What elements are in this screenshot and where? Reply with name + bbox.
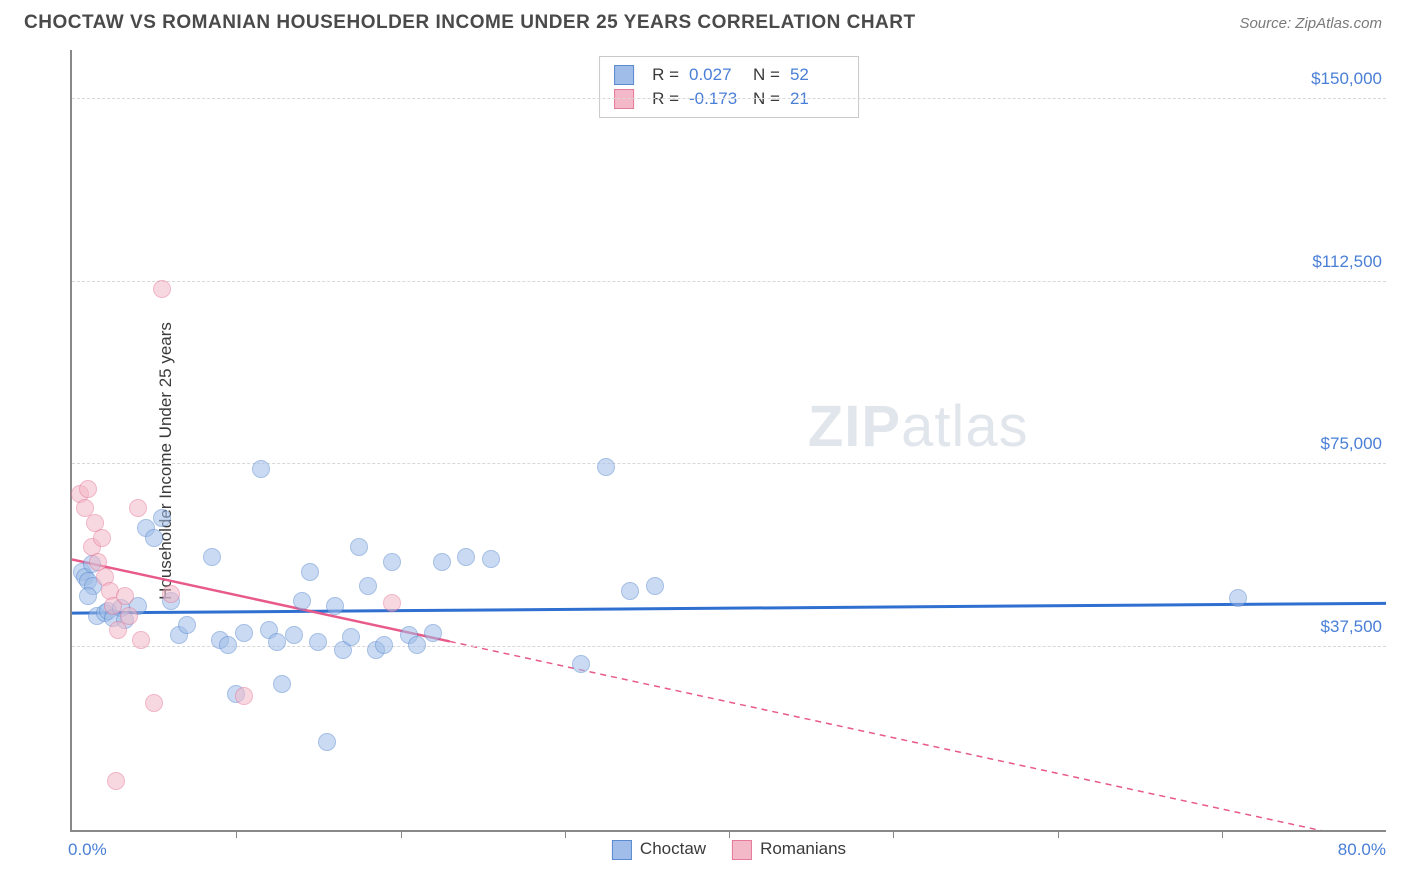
plot-area: ZIPatlas R = 0.027 N = 52 R = -0.173 N =… [70,50,1386,832]
legend-swatch-choctaw [612,840,632,860]
y-tick-label: $75,000 [1321,434,1382,454]
x-tick [893,830,894,838]
data-point [178,616,196,634]
data-point [107,772,125,790]
gridline [72,98,1386,99]
data-point [203,548,221,566]
data-point [252,460,270,478]
data-point [273,675,291,693]
data-point [383,594,401,612]
x-axis-start-label: 0.0% [68,840,107,860]
chart-title: CHOCTAW VS ROMANIAN HOUSEHOLDER INCOME U… [24,12,916,34]
data-point [597,458,615,476]
data-point [433,553,451,571]
data-point [120,607,138,625]
x-tick [401,830,402,838]
data-point [318,733,336,751]
data-point [457,548,475,566]
data-point [383,553,401,571]
source-attribution: Source: ZipAtlas.com [1239,15,1382,32]
swatch-choctaw [614,65,634,85]
data-point [482,550,500,568]
data-point [375,636,393,654]
gridline [72,463,1386,464]
watermark-atlas: atlas [901,394,1029,459]
data-point [424,624,442,642]
data-point [132,631,150,649]
x-tick [236,830,237,838]
stats-row-choctaw: R = 0.027 N = 52 [614,63,844,87]
data-point [162,585,180,603]
data-point [359,577,377,595]
n-value-choctaw: 52 [790,65,844,85]
y-tick-label: $150,000 [1311,69,1382,89]
data-point [109,621,127,639]
data-point [219,636,237,654]
x-tick [1222,830,1223,838]
n-label: N = [753,65,780,85]
y-tick-label: $112,500 [1312,252,1382,272]
legend-label-choctaw: Choctaw [640,839,706,858]
correlation-stats-box: R = 0.027 N = 52 R = -0.173 N = 21 [599,56,859,118]
data-point [79,480,97,498]
legend-label-romanians: Romanians [760,839,846,858]
data-point [153,280,171,298]
data-point [646,577,664,595]
data-point [116,587,134,605]
data-point [268,633,286,651]
gridline [72,281,1386,282]
trend-lines [72,50,1386,830]
watermark-zip: ZIP [808,394,901,459]
chart-container: Householder Income Under 25 years ZIPatl… [35,50,1386,872]
r-label: R = [652,89,679,109]
data-point [301,563,319,581]
data-point [235,624,253,642]
data-point [145,529,163,547]
x-axis-end-label: 80.0% [1338,840,1386,860]
watermark: ZIPatlas [808,393,1029,460]
data-point [235,687,253,705]
legend: Choctaw Romanians [612,839,846,860]
data-point [342,628,360,646]
data-point [93,529,111,547]
y-tick-label: $37,500 [1321,617,1382,637]
data-point [79,587,97,605]
legend-item-choctaw: Choctaw [612,839,706,860]
data-point [621,582,639,600]
swatch-romanians [614,89,634,109]
trend-line [450,641,1386,830]
x-tick [1058,830,1059,838]
data-point [326,597,344,615]
data-point [285,626,303,644]
data-point [129,499,147,517]
n-value-romanians: 21 [790,89,844,109]
legend-swatch-romanians [732,840,752,860]
n-label: N = [753,89,780,109]
data-point [309,633,327,651]
trend-line [72,603,1386,613]
data-point [1229,589,1247,607]
r-value-romanians: -0.173 [689,89,743,109]
data-point [572,655,590,673]
data-point [293,592,311,610]
stats-row-romanians: R = -0.173 N = 21 [614,87,844,111]
x-tick [729,830,730,838]
data-point [145,694,163,712]
r-value-choctaw: 0.027 [689,65,743,85]
data-point [153,509,171,527]
r-label: R = [652,65,679,85]
data-point [408,636,426,654]
data-point [350,538,368,556]
x-tick [565,830,566,838]
legend-item-romanians: Romanians [732,839,846,860]
